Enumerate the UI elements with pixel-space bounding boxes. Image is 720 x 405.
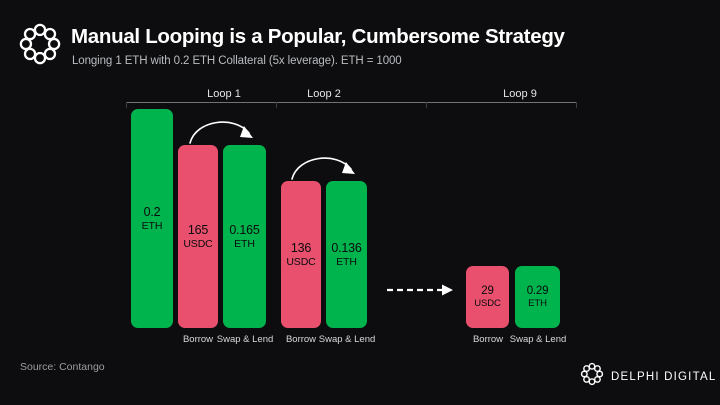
bar-value: 0.165 [229, 222, 260, 237]
bar-unit: ETH [141, 219, 163, 232]
bar-loop9-swaplend-eth: 0.29 ETH [515, 266, 560, 328]
bar-loop1-swaplend-eth: 0.165 ETH [223, 145, 266, 328]
bar-unit: ETH [336, 255, 357, 268]
axis-tick-end [576, 102, 577, 108]
bar-value: 0.136 [331, 240, 362, 255]
curved-arrow-loop1-icon [186, 112, 262, 153]
bar-value: 29 [481, 284, 494, 297]
bar-value: 0.29 [526, 284, 549, 297]
bar-unit: USDC [286, 255, 316, 268]
bar-unit: ETH [234, 237, 255, 250]
axis-tick-loop2-loop9 [426, 102, 427, 108]
bar-loop1-borrow-usdc: 165 USDC [178, 145, 218, 328]
dashed-arrow-to-loop9-icon [386, 283, 458, 302]
footer-brand: DELPHI DIGITAL [580, 362, 716, 391]
header: Manual Looping is a Popular, Cumbersome … [0, 0, 720, 92]
bar-collateral-eth: 0.2 ETH [131, 109, 173, 328]
page-title: Manual Looping is a Popular, Cumbersome … [71, 25, 565, 48]
bar-value: 165 [187, 222, 209, 237]
bar-value: 0.2 [143, 204, 161, 219]
axis-tick-loop1-loop2 [276, 102, 277, 108]
delphi-ring-logo-icon [580, 362, 604, 391]
curved-arrow-loop2-icon [288, 148, 364, 189]
bar-unit: ETH [528, 298, 547, 310]
loop-label-1: Loop 1 [207, 88, 241, 100]
bar-caption-loop9-borrow: Borrow [472, 334, 504, 345]
bar-caption-loop9-swaplend: Swap & Lend [509, 334, 567, 345]
loop-label-2: Loop 2 [307, 88, 341, 100]
footer-brand-text: DELPHI DIGITAL [611, 370, 717, 383]
bar-caption-loop2-borrow: Borrow [285, 334, 317, 345]
loop-axis-line [126, 102, 577, 103]
bar-loop9-borrow-usdc: 29 USDC [466, 266, 509, 328]
loop-label-9: Loop 9 [503, 88, 537, 100]
bar-loop2-swaplend-eth: 0.136 ETH [326, 181, 367, 328]
bar-caption-loop2-swaplend: Swap & Lend [318, 334, 376, 345]
bar-loop2-borrow-usdc: 136 USDC [281, 181, 321, 328]
delphi-ring-logo-icon [18, 22, 62, 66]
bar-caption-loop1-swaplend: Swap & Lend [216, 334, 274, 345]
axis-tick-start [126, 102, 127, 108]
bar-caption-loop1-borrow: Borrow [182, 334, 214, 345]
page-subtitle: Longing 1 ETH with 0.2 ETH Collateral (5… [72, 55, 402, 67]
bar-unit: USDC [474, 298, 501, 310]
bar-unit: USDC [183, 237, 213, 250]
source-note: Source: Contango [20, 361, 105, 373]
bar-value: 136 [290, 240, 312, 255]
